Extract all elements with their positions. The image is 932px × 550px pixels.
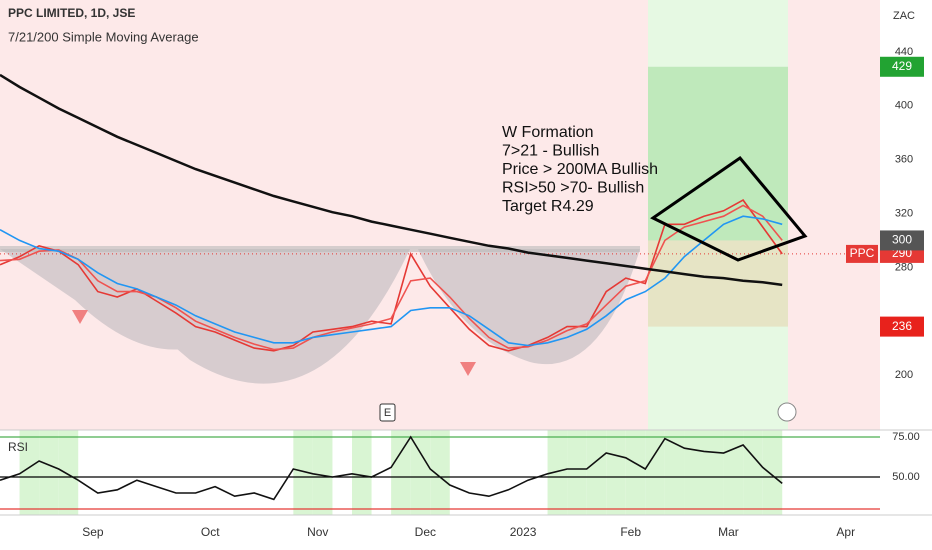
event-label: E <box>384 407 391 419</box>
price-label-box <box>880 56 924 77</box>
annotation: W Formation <box>502 124 594 141</box>
annotation: Target R4.29 <box>502 198 594 215</box>
flash-icon[interactable] <box>777 402 797 422</box>
profit-zone <box>648 66 788 241</box>
y-tick-label: 320 <box>895 207 913 219</box>
rsi-highlight <box>352 430 372 515</box>
annotation: 7>21 - Bullish <box>502 143 599 160</box>
rsi-highlight <box>645 430 665 515</box>
pattern-triangle <box>650 155 808 262</box>
x-tick-label: Dec <box>415 525 436 539</box>
y-tick-label: 440 <box>895 46 913 58</box>
y-tick-label: 360 <box>895 154 913 166</box>
x-tick-label: Mar <box>718 525 739 539</box>
price-label: 300 <box>892 233 912 247</box>
rsi-highlight <box>19 430 40 515</box>
down-marker <box>72 310 88 324</box>
event-icon[interactable] <box>379 403 396 422</box>
series-line <box>0 215 783 347</box>
annotation: Price > 200MA Bullish <box>502 161 658 178</box>
chart-title: PPC LIMITED, 1D, JSE <box>8 6 135 20</box>
x-tick-label: 2023 <box>510 525 537 539</box>
price-label: 236 <box>892 319 912 333</box>
cup-shape <box>418 249 640 365</box>
rsi-highlight <box>293 430 313 515</box>
annotation: RSI>50 >70- Bullish <box>502 180 644 197</box>
rsi-highlight <box>430 430 450 515</box>
rsi-highlight <box>312 430 333 515</box>
down-marker <box>460 362 476 376</box>
y-tick-label: 200 <box>895 369 913 381</box>
rsi-highlight <box>410 430 431 515</box>
unit-label: ZAC <box>893 10 915 22</box>
rsi-highlight <box>704 430 724 515</box>
price-label: 429 <box>892 59 912 73</box>
price-label-box <box>880 230 924 251</box>
price-label-box <box>880 316 924 337</box>
rsi-title: RSI <box>8 440 28 454</box>
y-tick-label: 50.00 <box>892 471 920 483</box>
rsi-highlight <box>723 430 744 515</box>
x-tick-label: Nov <box>307 525 328 539</box>
rsi-highlight <box>547 430 568 515</box>
rsi-highlight <box>762 430 783 515</box>
x-tick-label: Apr <box>836 525 855 539</box>
y-tick-label: 280 <box>895 261 913 273</box>
rsi-highlight <box>664 430 685 515</box>
series-line <box>0 73 783 287</box>
series-line <box>0 435 783 501</box>
chart-subtitle: 7/21/200 Simple Moving Average <box>8 29 199 44</box>
rsi-highlight <box>39 430 59 515</box>
y-tick-label: 75.00 <box>892 431 920 443</box>
rsi-highlight <box>684 430 704 515</box>
x-tick-label: Sep <box>82 525 104 539</box>
y-tick-label: 400 <box>895 100 913 112</box>
rsi-highlight <box>567 430 587 515</box>
x-tick-label: Feb <box>620 525 641 539</box>
rsi-highlight <box>586 430 607 515</box>
rsi-highlight <box>58 430 79 515</box>
price-label-box <box>846 244 878 263</box>
rsi-highlight <box>391 430 411 515</box>
series-line <box>0 204 783 351</box>
rsi-highlight <box>743 430 763 515</box>
x-tick-label: Oct <box>201 525 220 539</box>
rsi-highlight <box>606 430 626 515</box>
rsi-highlight <box>625 430 646 515</box>
series-name: PPC <box>850 246 875 260</box>
